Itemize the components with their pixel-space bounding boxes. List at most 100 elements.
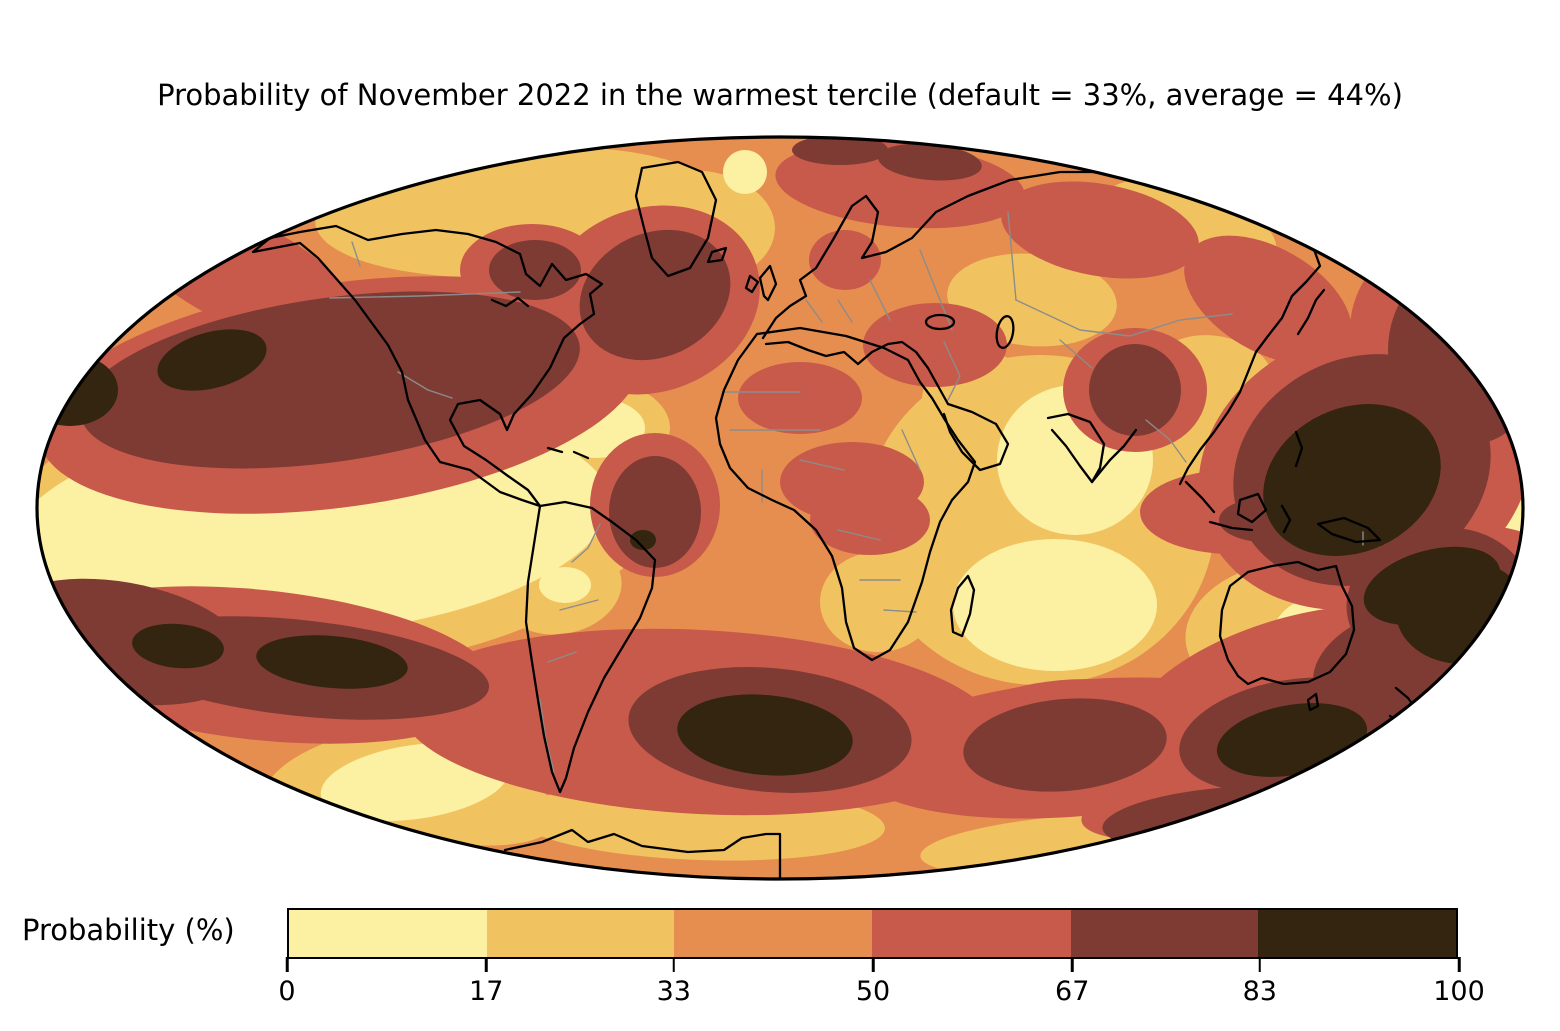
contour-bin-83-100: [37, 329, 1523, 777]
coast-madagascar: [949, 574, 976, 638]
coastlines: [251, 160, 1420, 879]
contour-bin-50-67-shape: [810, 485, 930, 555]
coast-new-guinea: [1316, 516, 1382, 544]
contour-bin-67-83-shape: [609, 456, 701, 568]
country-borders: [329, 211, 1364, 773]
colorbar-tick-labels: 0 17 33 50 67 83 100: [278, 976, 1484, 1008]
contour-bin-83-100-shape: [256, 635, 408, 689]
contour-bin-83-100-shape: [630, 530, 656, 550]
contour-bin-83-100-shape: [157, 329, 267, 391]
colorbar-segment-50-67: [872, 910, 1071, 957]
coast-great-lakes: [490, 296, 530, 308]
country-borders-shape: [837, 299, 853, 323]
colorbar-tickmark-17: [484, 957, 488, 972]
colorbar-label: Probability (%): [22, 913, 235, 947]
contour-bin-83-100-shape: [1263, 404, 1441, 556]
colorbar-tickmark-33: [672, 957, 675, 972]
projection-outline: [35, 135, 1525, 881]
contour-bin-67-83-shape: [792, 137, 888, 165]
contour-bin-83-100-shape: [37, 354, 118, 426]
colorbar-ticklabel-83: 83: [1242, 976, 1277, 1007]
contour-bin-50-67-shape: [863, 303, 1007, 387]
colorbar-segment-17-33: [487, 910, 675, 957]
contour-bin-0-17-shape: [539, 567, 591, 603]
world-probability-map-shape: [37, 137, 1523, 879]
country-borders-shape: [901, 429, 921, 471]
contour-bin-83-100-shape: [132, 623, 224, 669]
coast-north-america: [251, 224, 604, 508]
colorbar-ticklabel-17: 17: [469, 976, 504, 1007]
country-borders-shape: [1007, 211, 1017, 301]
contour-bin-83-100-shape: [1363, 546, 1501, 626]
contour-bin-67-83-shape: [963, 698, 1167, 792]
country-borders-shape: [1129, 313, 1233, 337]
contour-bin-67-83-shape: [390, 375, 426, 401]
country-borders-shape: [351, 241, 361, 267]
contour-bin-50-67-shape: [500, 696, 612, 788]
coast-antarctica: [503, 828, 782, 879]
coast-australia: [1218, 560, 1356, 686]
coast-arabia: [942, 402, 1010, 472]
contour-bin-17-33-shape: [820, 552, 936, 652]
coast-black-sea: [924, 313, 956, 331]
colorbar-tickmark-0: [285, 957, 289, 972]
colorbar-ticks: [285, 957, 1461, 973]
colorbar-ticklabel-100: 100: [1433, 976, 1485, 1007]
country-borders-shape: [943, 341, 961, 401]
colorbar-segment-67-83: [1070, 910, 1258, 957]
colorbar-segment-83-100: [1257, 910, 1456, 957]
coast-java: [1208, 520, 1254, 532]
colorbar-ticklabel-67: 67: [1055, 976, 1090, 1007]
country-borders-shape: [547, 651, 577, 663]
coast-ireland: [744, 274, 760, 294]
coast-iceland: [706, 246, 728, 264]
coast-bay-of-bengal: [1090, 428, 1138, 484]
contour-bin-67-83-shape: [1089, 344, 1181, 436]
contour-bin-67-83-shape: [878, 143, 982, 181]
coast-mediterranean: [764, 340, 950, 406]
colorbar-ticklabel-0: 0: [278, 976, 296, 1007]
coast-tasmania: [1306, 692, 1320, 712]
country-borders-shape: [1015, 299, 1131, 337]
coast-uk: [758, 264, 778, 302]
colorbar-segment-33-50: [674, 910, 873, 957]
country-borders-shape: [799, 459, 845, 471]
contour-bin-0-17-shape: [723, 150, 767, 194]
coast-south-america: [524, 500, 657, 794]
colorbar-ticklabel-50: 50: [855, 976, 891, 1007]
coast-sumatra: [1184, 480, 1216, 514]
colorbar-ticklabel-33: 33: [656, 976, 691, 1007]
country-borders-shape: [559, 599, 599, 611]
country-borders-shape: [571, 523, 601, 563]
coast-greenland: [634, 160, 718, 278]
country-borders-shape: [837, 529, 881, 541]
colorbar-tickmark-67: [1070, 957, 1074, 972]
contour-bin-0-17-shape: [953, 539, 1157, 671]
contour-bin-50-67-shape: [738, 362, 862, 434]
coast-india: [1046, 412, 1106, 484]
contour-bin-50-67-shape: [1184, 235, 1352, 365]
country-borders-shape: [869, 279, 891, 321]
contour-bin-83-100-shape: [677, 694, 853, 776]
colorbar: [287, 908, 1458, 959]
country-borders-shape: [805, 299, 823, 323]
coast-philippines: [1294, 430, 1304, 468]
country-borders-shape: [1145, 419, 1187, 463]
coast-japan: [1296, 288, 1326, 336]
country-borders-shape: [397, 371, 453, 399]
colorbar-tickmark-100: [1457, 957, 1461, 972]
coast-caspian-sea: [995, 315, 1015, 349]
contour-bin-67-83-shape: [489, 240, 581, 300]
coast-caribbean: [546, 446, 590, 460]
colorbar-tickmark-83: [1258, 957, 1261, 972]
contour-bin-50-67-shape: [809, 230, 881, 290]
figure-title: Probability of November 2022 in the warm…: [157, 78, 1403, 112]
contour-bin-50-67-shape: [1001, 181, 1199, 279]
colorbar-tickmark-50: [871, 957, 875, 972]
country-borders-shape: [329, 291, 521, 299]
colorbar-segment-0-17: [289, 910, 488, 957]
coast-sulawesi: [1280, 504, 1292, 534]
country-borders-shape: [1059, 339, 1093, 369]
coast-africa: [714, 326, 977, 662]
